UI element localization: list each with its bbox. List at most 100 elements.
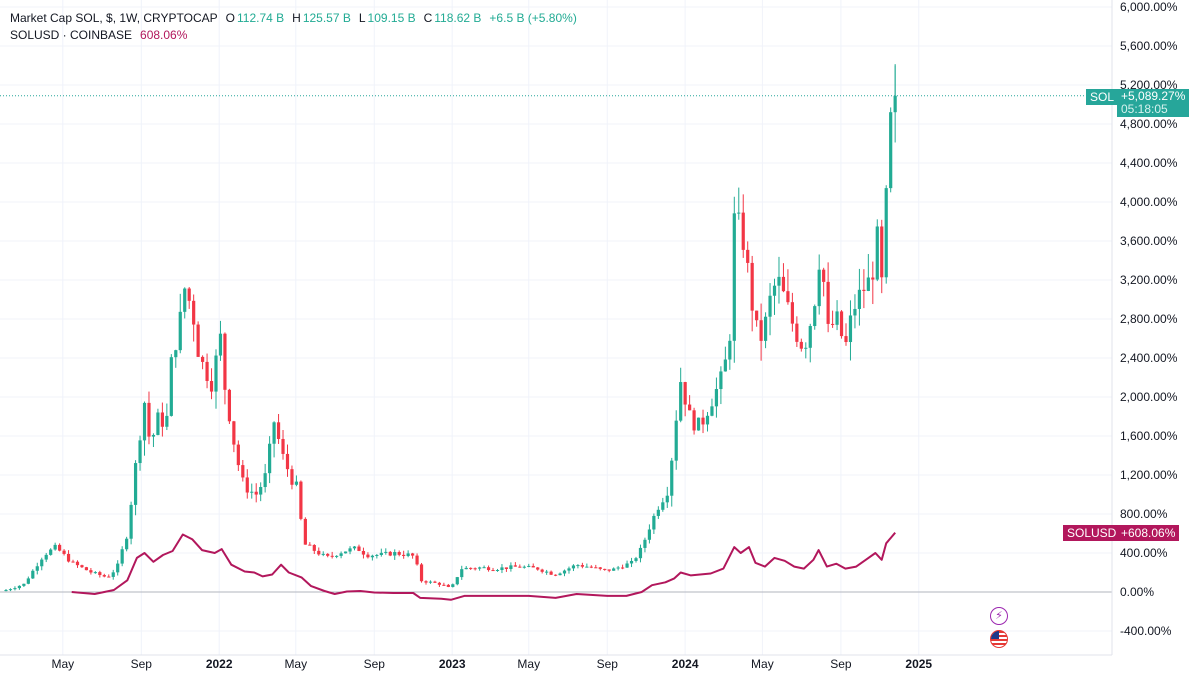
candle bbox=[719, 366, 723, 405]
solusd-line bbox=[71, 532, 896, 601]
candle bbox=[218, 320, 223, 361]
x-tick-label: 2025 bbox=[905, 657, 932, 671]
candle bbox=[107, 574, 111, 578]
candle bbox=[732, 196, 736, 363]
low-label: L bbox=[358, 11, 366, 25]
candle bbox=[629, 557, 634, 568]
candle bbox=[491, 567, 495, 572]
candle bbox=[527, 563, 531, 568]
candle bbox=[531, 563, 535, 568]
candle bbox=[755, 310, 759, 327]
candle bbox=[62, 549, 66, 556]
candle bbox=[455, 576, 459, 586]
candle bbox=[111, 569, 115, 580]
y-tick-label: 400.00% bbox=[1120, 546, 1168, 560]
candle bbox=[250, 483, 254, 499]
candle bbox=[585, 563, 589, 568]
main-series-title[interactable]: Market Cap SOL, $, 1W, CRYPTOCAP bbox=[10, 11, 218, 25]
y-tick-label: 3,200.00% bbox=[1120, 273, 1178, 287]
y-tick-label: 4,800.00% bbox=[1120, 117, 1178, 131]
candle bbox=[31, 569, 35, 579]
candle bbox=[714, 377, 719, 418]
candle bbox=[786, 269, 790, 305]
candle bbox=[268, 436, 272, 484]
low-value: 109.15 B bbox=[367, 11, 416, 25]
candle bbox=[647, 524, 652, 544]
x-tick-label: May bbox=[751, 657, 774, 671]
candle bbox=[415, 553, 419, 566]
candle bbox=[652, 513, 656, 535]
candle bbox=[763, 312, 768, 349]
candle bbox=[4, 589, 8, 592]
candle bbox=[737, 187, 741, 220]
y-tick-label: 4,400.00% bbox=[1120, 156, 1178, 170]
candle bbox=[692, 407, 696, 435]
candle bbox=[343, 551, 348, 554]
candle bbox=[428, 580, 433, 584]
candle bbox=[688, 395, 692, 411]
candle bbox=[348, 546, 352, 555]
lightning-icon[interactable]: ⚡ bbox=[990, 607, 1008, 625]
y-axis[interactable]: 6,000.00% 5,600.00% 5,200.00% 4,800.00% 4,40… bbox=[1111, 0, 1178, 655]
candle bbox=[98, 570, 102, 578]
candle bbox=[156, 408, 160, 436]
candle bbox=[174, 349, 178, 368]
candle bbox=[93, 571, 97, 574]
compare-series-title[interactable]: SOLUSD · COINBASE bbox=[10, 28, 133, 42]
candle bbox=[17, 585, 22, 590]
candle bbox=[871, 261, 875, 305]
candle bbox=[625, 560, 629, 568]
solusd-line-series bbox=[71, 532, 896, 601]
candle bbox=[205, 353, 209, 389]
main-price-badge: +5,089.27% 05:18:05 bbox=[1117, 89, 1190, 117]
candle bbox=[290, 465, 294, 490]
candle bbox=[844, 323, 848, 346]
candle bbox=[321, 551, 325, 557]
main-series-legend[interactable]: Market Cap SOL, $, 1W, CRYPTOCAP O 112.74 … bbox=[10, 11, 579, 25]
candle bbox=[638, 544, 643, 563]
candle bbox=[683, 381, 687, 417]
candle bbox=[71, 559, 75, 563]
candle bbox=[795, 316, 799, 347]
candle bbox=[862, 269, 866, 309]
candle bbox=[102, 573, 106, 578]
x-tick-label: Sep bbox=[131, 657, 153, 671]
candle bbox=[808, 323, 812, 363]
candle bbox=[446, 583, 450, 588]
candle bbox=[540, 568, 544, 574]
x-axis[interactable]: May Sep 2022 May Sep 2023 May Sep 2024 May Sep 2025 bbox=[0, 654, 1112, 671]
candle bbox=[469, 567, 473, 570]
y-tick-label: 0.00% bbox=[1120, 585, 1154, 599]
candle bbox=[835, 300, 839, 331]
candle bbox=[13, 586, 17, 591]
candle bbox=[889, 107, 893, 193]
candle bbox=[772, 278, 777, 315]
compare-series-legend[interactable]: SOLUSD · COINBASE 608.06% bbox=[10, 28, 189, 42]
candle bbox=[384, 548, 388, 555]
candle bbox=[598, 566, 602, 571]
candle bbox=[366, 552, 370, 559]
candle bbox=[80, 564, 84, 568]
candle bbox=[781, 263, 786, 293]
candle bbox=[875, 219, 879, 282]
candle bbox=[326, 553, 330, 558]
candle bbox=[679, 367, 683, 423]
candle bbox=[294, 475, 299, 487]
candle bbox=[670, 457, 674, 507]
candle bbox=[53, 542, 57, 551]
candle bbox=[66, 550, 71, 563]
candle bbox=[151, 433, 156, 448]
candle bbox=[830, 310, 835, 328]
y-tick-label: 2,000.00% bbox=[1120, 390, 1178, 404]
us-flag-icon[interactable] bbox=[990, 630, 1008, 648]
candle bbox=[746, 241, 750, 273]
candle bbox=[84, 566, 89, 571]
candle bbox=[777, 256, 781, 304]
candle bbox=[165, 403, 169, 431]
candle bbox=[451, 583, 455, 588]
main-symbol-badge: SOL bbox=[1086, 89, 1120, 105]
candle bbox=[866, 254, 870, 292]
candle bbox=[545, 569, 549, 575]
x-tick-label: May bbox=[51, 657, 74, 671]
